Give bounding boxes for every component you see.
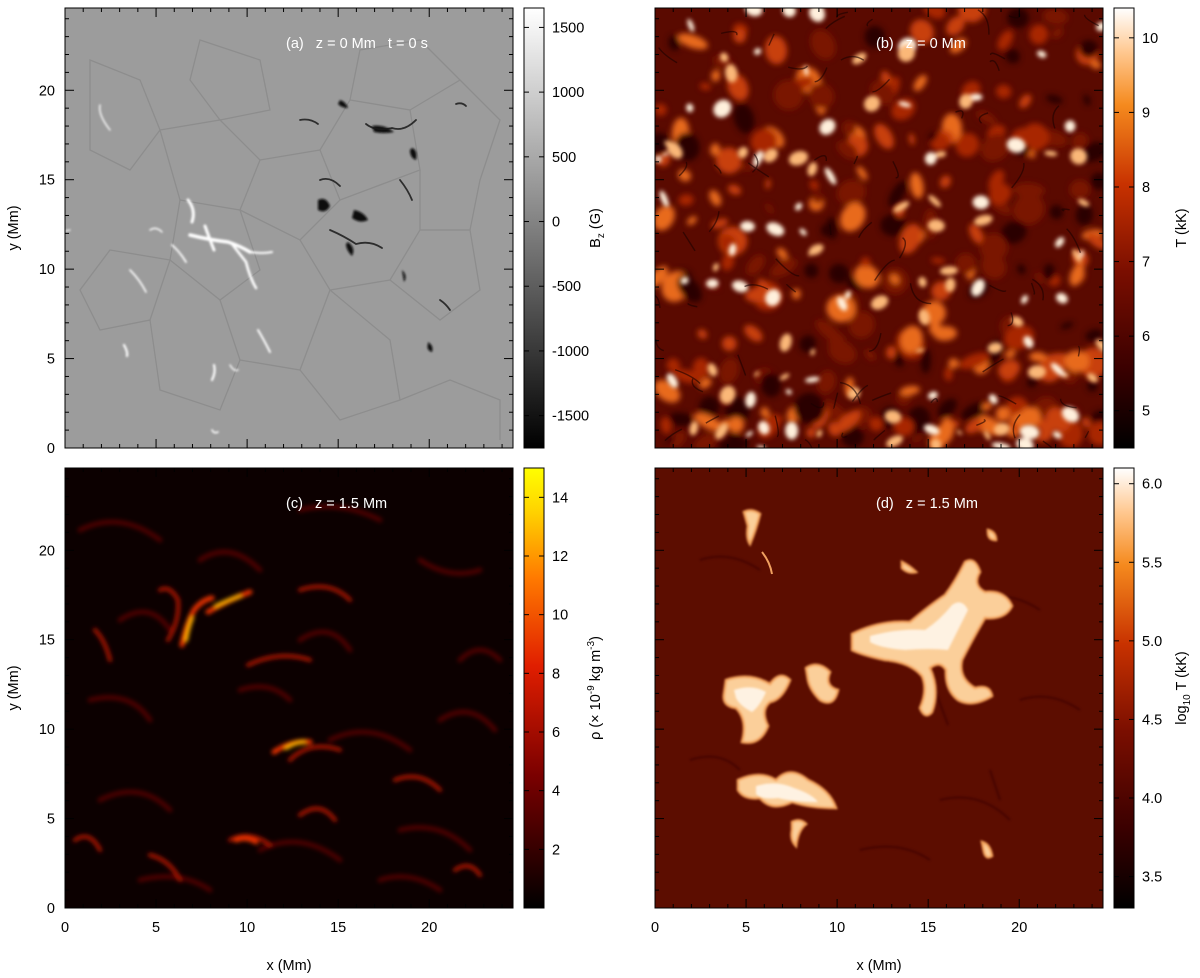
- colorbar-tick-label: -500: [552, 279, 581, 295]
- colorbar-b-ticks: 5 6 7 8 9 10: [1114, 31, 1158, 420]
- panel-c-label: (c) z = 1.5 Mm: [286, 496, 387, 512]
- colorbar-c-label: ρ (× 10-9 kg m-3): [586, 636, 604, 740]
- y-tick-label: 20: [39, 543, 55, 559]
- colorbar-tick-label: -1000: [552, 344, 589, 360]
- panel-c: (c) z = 1.5 Mm 0 5 10 15 20 0 5 10 15 20 y (Mm) x…: [6, 467, 604, 974]
- colorbar-tick-label: 14: [552, 490, 568, 506]
- colorbar-tick-label: 4.5: [1142, 712, 1162, 728]
- colorbar-b-label: T (kK): [1174, 208, 1190, 247]
- x-tick-label: 5: [152, 920, 160, 936]
- y-tick-label: 15: [39, 173, 55, 189]
- y-tick-label: 10: [39, 262, 55, 278]
- colorbar-tick-label: 6: [552, 725, 560, 741]
- colorbar-tick-label: 6: [1142, 329, 1150, 345]
- colorbar-tick-label: 4: [552, 784, 560, 800]
- colorbar-tick-label: 5: [1142, 404, 1150, 420]
- panel-b: (b) z = 0 Mm 5 6 7 8 9 10 T (kK): [654, 7, 1190, 449]
- panel-b-ticks: [654, 8, 1103, 449]
- colorbar-d-label: log10 T (kK): [1174, 651, 1193, 724]
- colorbar-b: 5 6 7 8 9 10 T (kK): [1113, 7, 1190, 449]
- colorbar-tick-label: 8: [1142, 180, 1150, 196]
- panel-d-ticks: 0 5 10 15 20: [651, 468, 1103, 936]
- panel-d: (d) z = 1.5 Mm 0 5 10 15 20 x (Mm) 3.5 4.0 4.5…: [651, 467, 1193, 974]
- colorbar-tick-label: 0: [552, 215, 560, 231]
- x-tick-label: 5: [742, 920, 750, 936]
- panel-a-label: (a) z = 0 Mm t = 0 s: [286, 36, 428, 52]
- y-tick-label: 0: [47, 901, 55, 917]
- colorbar-tick-label: 5.0: [1142, 634, 1162, 650]
- colorbar-a-ticks: -1500 -1000 -500 0 500 1000 1500: [524, 20, 589, 425]
- colorbar-tick-label: 2: [552, 842, 560, 858]
- y-tick-label: 10: [39, 722, 55, 738]
- x-tick-label: 10: [829, 920, 845, 936]
- colorbar-d: 3.5 4.0 4.5 5.0 5.5 6.0 log10 T (kK): [1113, 467, 1193, 909]
- panel-a: (a) z = 0 Mm t = 0 s 0 5 10 15 20 y (Mm) -15…: [6, 7, 607, 457]
- colorbar-tick-label: 10: [552, 608, 568, 624]
- x-tick-label: 10: [239, 920, 255, 936]
- panel-d-label: (d) z = 1.5 Mm: [876, 496, 978, 512]
- panel-b-frame: [654, 7, 1104, 449]
- colorbar-tick-label: 1500: [552, 20, 584, 36]
- y-tick-label: 20: [39, 83, 55, 99]
- panel-b-label: (b) z = 0 Mm: [876, 36, 966, 52]
- y-tick-label: 5: [47, 812, 55, 828]
- panel-c-ticks: 0 5 10 15 20 0 5 10 15 20: [39, 468, 513, 936]
- panel-a-ticks: 0 5 10 15 20: [39, 8, 513, 457]
- colorbar-tick-label: 3.5: [1142, 870, 1162, 886]
- colorbar-tick-label: 500: [552, 150, 576, 166]
- panel-a-image: [65, 8, 513, 448]
- colorbar-tick-label: 8: [552, 666, 560, 682]
- x-tick-label: 20: [421, 920, 437, 936]
- colorbar-a: -1500 -1000 -500 0 500 1000 1500 Bz (G): [523, 7, 607, 449]
- colorbar-tick-label: -1500: [552, 409, 589, 425]
- panel-c-ylabel: y (Mm): [6, 665, 22, 710]
- colorbar-a-label: Bz (G): [588, 208, 607, 248]
- x-tick-label: 15: [920, 920, 936, 936]
- colorbar-tick-label: 7: [1142, 255, 1150, 271]
- panel-a-frame: [64, 7, 514, 449]
- y-tick-label: 0: [47, 441, 55, 457]
- colorbar-c-ticks: 2 4 6 8 10 12 14: [524, 490, 568, 858]
- x-tick-label: 0: [61, 920, 69, 936]
- panel-b-image: [655, 8, 1103, 448]
- panel-d-image: [655, 468, 1103, 908]
- x-tick-label: 15: [330, 920, 346, 936]
- y-tick-label: 15: [39, 633, 55, 649]
- colorbar-c: 2 4 6 8 10 12 14 ρ (× 10-9 kg m-3): [523, 467, 604, 909]
- panel-a-ylabel: y (Mm): [6, 205, 22, 250]
- colorbar-d-ticks: 3.5 4.0 4.5 5.0 5.5 6.0: [1114, 477, 1162, 886]
- panel-d-frame: [654, 467, 1104, 909]
- x-tick-label: 0: [651, 920, 659, 936]
- panel-c-frame: [64, 467, 514, 909]
- colorbar-tick-label: 12: [552, 549, 568, 565]
- panel-c-xlabel: x (Mm): [266, 958, 311, 974]
- y-tick-label: 5: [47, 352, 55, 368]
- colorbar-tick-label: 5.5: [1142, 555, 1162, 571]
- colorbar-tick-label: 1000: [552, 85, 584, 101]
- colorbar-tick-label: 6.0: [1142, 477, 1162, 493]
- colorbar-tick-label: 4.0: [1142, 791, 1162, 807]
- x-tick-label: 20: [1011, 920, 1027, 936]
- colorbar-tick-label: 9: [1142, 105, 1150, 121]
- panel-d-xlabel: x (Mm): [856, 958, 901, 974]
- panel-c-image: [65, 468, 513, 908]
- colorbar-tick-label: 10: [1142, 31, 1158, 47]
